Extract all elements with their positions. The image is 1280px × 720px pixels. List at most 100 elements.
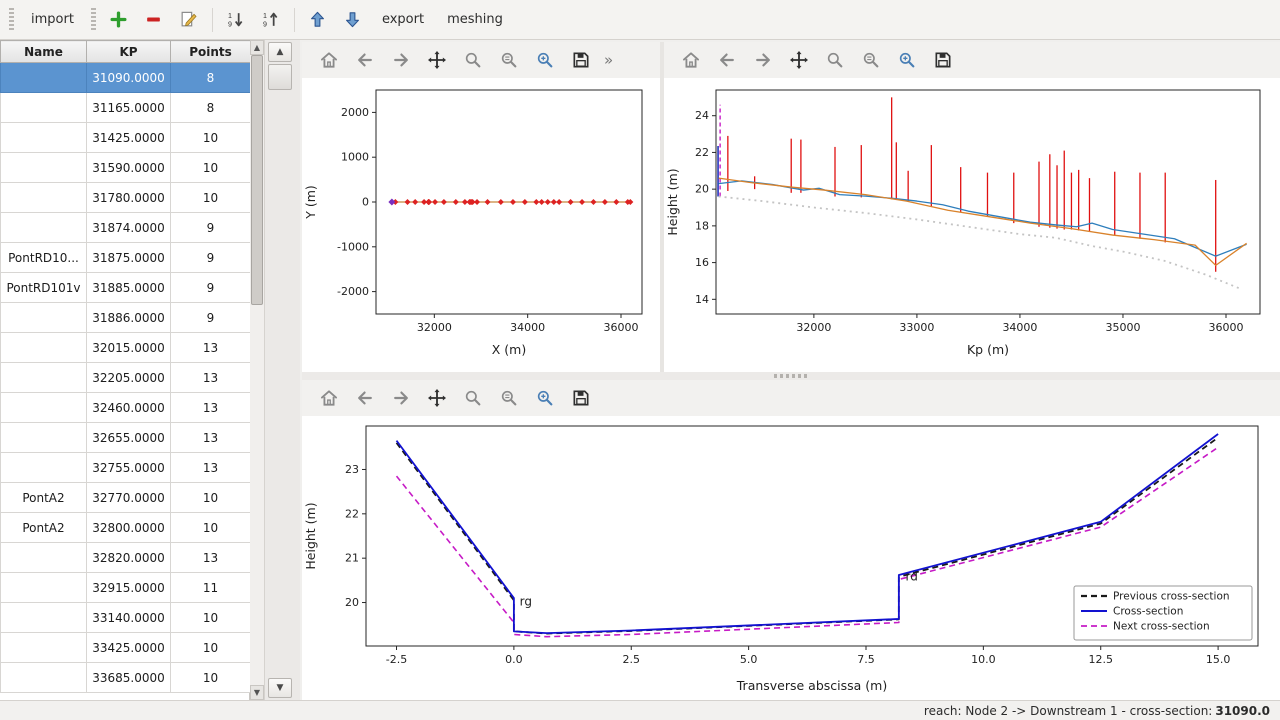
points-cell[interactable]: 8 [170,62,251,93]
edit-parameters-button[interactable] [892,45,922,75]
kp-cell[interactable]: 31780.0000 [86,182,171,213]
column-header-points[interactable]: Points [170,40,251,63]
points-cell[interactable]: 8 [170,92,251,123]
points-cell[interactable]: 10 [170,122,251,153]
vertical-splitter[interactable] [660,42,664,372]
kp-cell[interactable]: 32460.0000 [86,392,171,423]
move-down-button[interactable] [338,5,368,35]
table-row[interactable]: 32820.0000 13 [0,542,251,573]
table-row[interactable]: 31874.0000 9 [0,212,251,243]
panel-scrollbar[interactable]: ▲ ▼ [265,40,295,700]
table-row[interactable]: 33140.0000 10 [0,602,251,633]
home-button[interactable] [676,45,706,75]
table-row[interactable]: 31780.0000 10 [0,182,251,213]
points-cell[interactable]: 10 [170,512,251,543]
table-row[interactable]: 32655.0000 13 [0,422,251,453]
kp-cell[interactable]: 31885.0000 [86,272,171,303]
menu-meshing[interactable]: meshing [447,12,503,27]
home-button[interactable] [314,383,344,413]
table-row[interactable]: 31425.0000 10 [0,122,251,153]
toolbar-overflow-icon[interactable]: » [604,51,614,69]
table-row[interactable]: 33685.0000 10 [0,662,251,693]
forward-button[interactable] [748,45,778,75]
points-cell[interactable]: 13 [170,392,251,423]
points-cell[interactable]: 9 [170,242,251,273]
pan-button[interactable] [422,383,452,413]
points-cell[interactable]: 9 [170,302,251,333]
column-header-name[interactable]: Name [0,40,87,63]
name-cell[interactable] [0,392,87,423]
menu-import[interactable]: import [31,12,74,27]
zoom-button[interactable] [458,45,488,75]
scrollbar-track[interactable] [250,55,264,685]
edit-parameters-button[interactable] [530,45,560,75]
name-cell[interactable] [0,422,87,453]
points-cell[interactable]: 9 [170,212,251,243]
table-row[interactable]: 32755.0000 13 [0,452,251,483]
name-cell[interactable] [0,542,87,573]
name-cell[interactable] [0,62,87,93]
kp-cell[interactable]: 31090.0000 [86,62,171,93]
table-row[interactable]: 33425.0000 10 [0,632,251,663]
kp-cell[interactable]: 32755.0000 [86,452,171,483]
configure-subplots-button[interactable] [494,383,524,413]
pan-button[interactable] [784,45,814,75]
scroll-down-button[interactable]: ▼ [268,678,292,698]
home-button[interactable] [314,45,344,75]
add-cross-section-button[interactable] [104,5,134,35]
kp-cell[interactable]: 31590.0000 [86,152,171,183]
scroll-up-button[interactable]: ▲ [250,40,264,55]
menu-export[interactable]: export [381,12,425,27]
move-up-button[interactable] [303,5,333,35]
pan-button[interactable] [422,45,452,75]
points-cell[interactable]: 13 [170,452,251,483]
edit-cross-section-button[interactable] [174,5,204,35]
kp-cell[interactable]: 32015.0000 [86,332,171,363]
kp-cell[interactable]: 32770.0000 [86,482,171,513]
table-row[interactable]: 32205.0000 13 [0,362,251,393]
name-cell[interactable] [0,332,87,363]
save-figure-button[interactable] [566,45,596,75]
points-cell[interactable]: 13 [170,332,251,363]
kp-cell[interactable]: 32655.0000 [86,422,171,453]
column-header-kp[interactable]: KP [86,40,171,63]
points-cell[interactable]: 13 [170,422,251,453]
scroll-up-button[interactable]: ▲ [268,42,292,62]
back-button[interactable] [350,383,380,413]
back-button[interactable] [712,45,742,75]
name-cell[interactable]: PontA2 [0,482,87,513]
points-cell[interactable]: 10 [170,632,251,663]
configure-subplots-button[interactable] [856,45,886,75]
table-row[interactable]: 31090.0000 8 [0,62,251,93]
sort-descending-button[interactable] [256,5,286,35]
table-row[interactable]: PontRD101v 31885.0000 9 [0,272,251,303]
name-cell[interactable] [0,572,87,603]
name-cell[interactable] [0,452,87,483]
name-cell[interactable] [0,362,87,393]
cross-section-chart[interactable]: -2.5 0.0 2.5 5.0 7.5 10.0 12.5 15.0 20 21 22 23 Tran… [302,416,1274,696]
points-cell[interactable]: 10 [170,152,251,183]
kp-cell[interactable]: 32820.0000 [86,542,171,573]
table-row[interactable]: 31886.0000 9 [0,302,251,333]
name-cell[interactable] [0,212,87,243]
horizontal-splitter[interactable] [302,372,1280,380]
edit-parameters-button[interactable] [530,383,560,413]
scrollbar-thumb[interactable] [268,64,292,90]
name-cell[interactable] [0,182,87,213]
table-row[interactable]: 32015.0000 13 [0,332,251,363]
kp-cell[interactable]: 32915.0000 [86,572,171,603]
table-row[interactable]: PontRD10... 31875.0000 9 [0,242,251,273]
name-cell[interactable] [0,662,87,693]
longitudinal-profile-chart[interactable]: 32000 33000 34000 35000 36000 14 16 18 20 22 24 Kp … [664,78,1276,360]
scrollbar-thumb[interactable] [251,55,263,305]
kp-cell[interactable]: 33685.0000 [86,662,171,693]
kp-cell[interactable]: 31875.0000 [86,242,171,273]
table-row[interactable]: PontA2 32770.0000 10 [0,482,251,513]
name-cell[interactable] [0,92,87,123]
name-cell[interactable] [0,602,87,633]
points-cell[interactable]: 10 [170,482,251,513]
points-cell[interactable]: 10 [170,662,251,693]
table-row[interactable]: PontA2 32800.0000 10 [0,512,251,543]
remove-cross-section-button[interactable] [139,5,169,35]
scroll-down-button[interactable]: ▼ [250,685,264,700]
